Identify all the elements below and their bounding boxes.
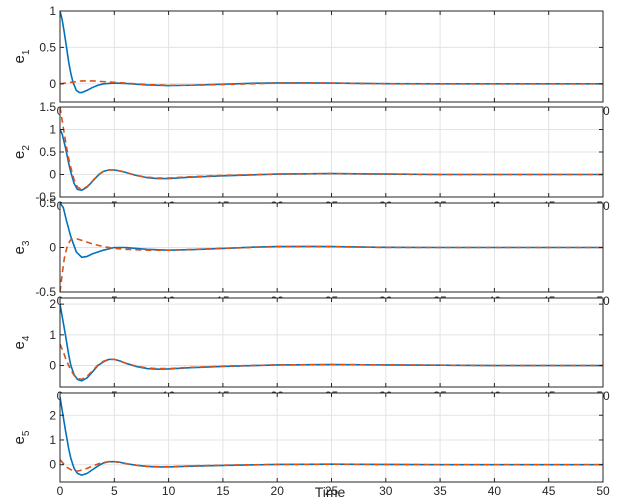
y-tick-label: 1.5 bbox=[39, 100, 56, 114]
y-tick-label: -0.5 bbox=[35, 285, 56, 299]
x-tick-label: 10 bbox=[162, 484, 176, 498]
y-tick-label: -0.5 bbox=[35, 190, 56, 204]
y-axis-label: e5 bbox=[11, 430, 32, 444]
y-tick-label: 0 bbox=[49, 77, 56, 91]
y-tick-label: 1 bbox=[49, 328, 56, 342]
y-tick-label: 1 bbox=[49, 123, 56, 137]
y-tick-label: 2 bbox=[49, 408, 56, 422]
series-line-dashed bbox=[60, 80, 603, 87]
y-tick-label: 0.5 bbox=[39, 145, 56, 159]
x-tick-label: 0 bbox=[57, 484, 64, 498]
y-tick-label: 0.5 bbox=[39, 40, 56, 54]
y-tick-label: 0 bbox=[49, 359, 56, 373]
y-tick-label: 2 bbox=[49, 297, 56, 311]
y-axis-label: e3 bbox=[11, 240, 32, 254]
x-tick-label: 40 bbox=[488, 484, 502, 498]
y-axis-label: e2 bbox=[11, 145, 32, 159]
x-tick-label: 30 bbox=[379, 484, 393, 498]
series-line-dashed bbox=[60, 107, 603, 191]
y-tick-label: 0 bbox=[49, 241, 56, 255]
x-tick-label: 45 bbox=[542, 484, 556, 498]
series-line-dashed bbox=[60, 343, 603, 381]
x-tick-label: 25 bbox=[325, 484, 339, 498]
subplots: 0510152025303540455010.50e10510152025303… bbox=[11, 4, 610, 498]
y-axis-label: e1 bbox=[11, 49, 32, 63]
y-axis-label: e4 bbox=[11, 335, 32, 349]
series-line-solid bbox=[60, 304, 603, 382]
subplot-e3: 051015202530354045500.50-0.5e3 bbox=[11, 196, 610, 308]
x-tick-label: 20 bbox=[271, 484, 285, 498]
x-axis-label: Time bbox=[315, 484, 346, 500]
y-tick-label: 1 bbox=[49, 4, 56, 18]
subplot-e2: 051015202530354045501.510.50-0.5e2 bbox=[11, 100, 610, 213]
y-tick-label: 1 bbox=[49, 433, 56, 447]
x-tick-label: 5 bbox=[111, 484, 118, 498]
x-tick-label: 50 bbox=[596, 484, 610, 498]
series-line-dashed bbox=[60, 459, 603, 472]
y-tick-label: 0 bbox=[49, 168, 56, 182]
y-tick-label: 0.5 bbox=[39, 196, 56, 210]
x-tick-label: 15 bbox=[216, 484, 230, 498]
series-line-dashed bbox=[60, 237, 603, 292]
x-tick-label: 35 bbox=[433, 484, 447, 498]
subplot-e4: 05101520253035404550210e4 bbox=[11, 297, 610, 403]
y-tick-label: 0 bbox=[49, 458, 56, 472]
